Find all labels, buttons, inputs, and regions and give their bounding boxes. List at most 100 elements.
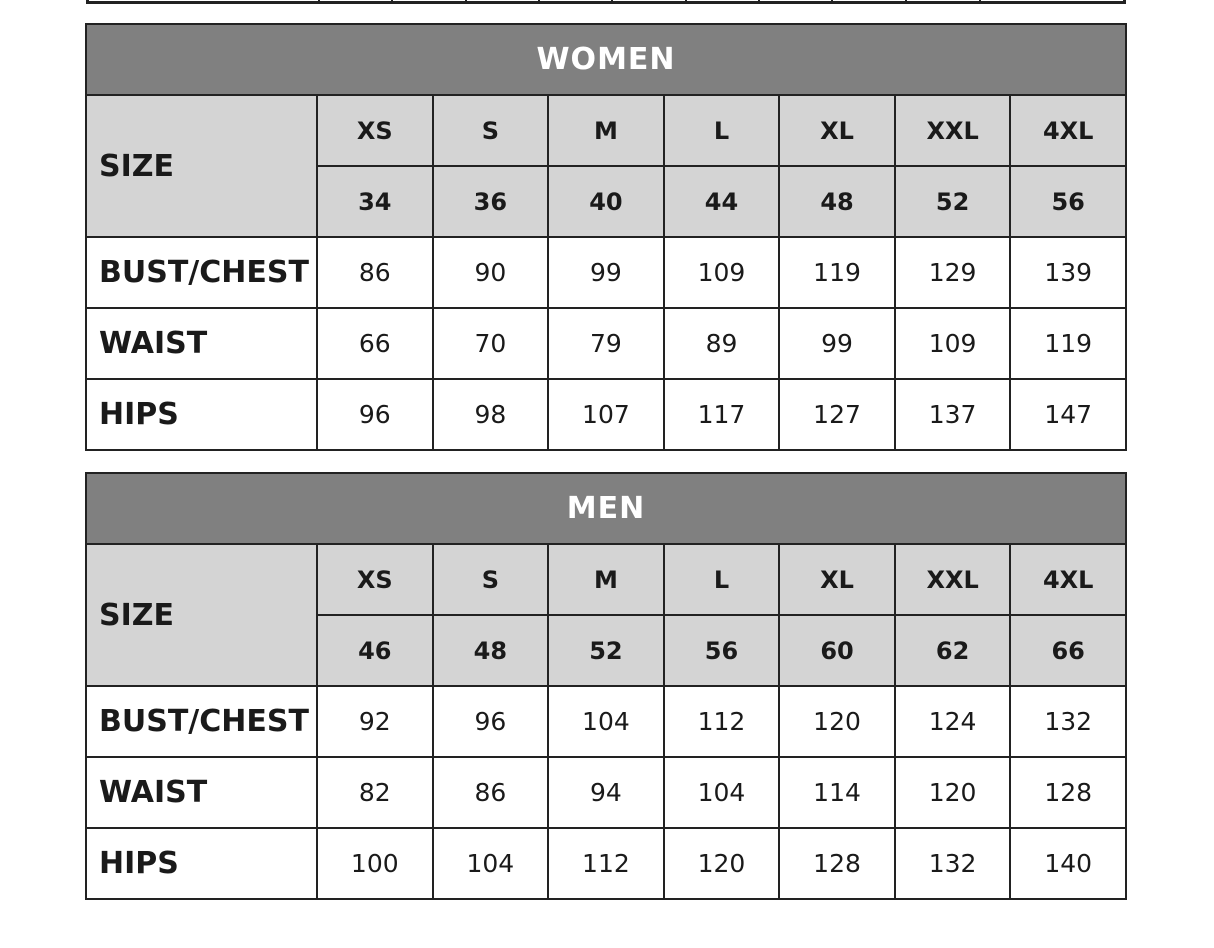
- size-header: XL: [778, 94, 896, 167]
- eu-size-header: 44: [662, 165, 781, 238]
- partial-cell: [981, 0, 1123, 1]
- size-header: XXL: [893, 94, 1012, 167]
- measurement-value: 120: [778, 685, 896, 758]
- partial-cell: [687, 0, 760, 1]
- measurement-value: 104: [431, 827, 550, 900]
- table-row: WAIST 66 70 79 89 99 109 119: [85, 307, 1127, 380]
- size-header: S: [431, 543, 550, 616]
- measurement-value: 70: [431, 307, 550, 380]
- measurement-value: 104: [662, 756, 781, 829]
- eu-size-header: 34: [316, 165, 434, 238]
- measurement-value: 120: [662, 827, 781, 900]
- measurement-value: 89: [662, 307, 781, 380]
- partial-cell: [613, 0, 687, 1]
- measurement-value: 96: [431, 685, 550, 758]
- size-header: M: [547, 543, 665, 616]
- table-title: MEN: [85, 472, 1127, 545]
- partial-table-above: [86, 0, 1126, 4]
- measurement-value: 137: [893, 378, 1012, 451]
- eu-size-header: 56: [662, 614, 781, 687]
- partial-cell: [393, 0, 467, 1]
- eu-size-header: 48: [431, 614, 550, 687]
- partial-cell: [320, 0, 393, 1]
- table-row: WAIST 82 86 94 104 114 120 128: [85, 756, 1127, 829]
- measurement-value: 107: [547, 378, 665, 451]
- measurement-value: 132: [893, 827, 1012, 900]
- partial-cell: [89, 0, 320, 1]
- partial-cell: [907, 0, 981, 1]
- measurement-label: HIPS: [85, 378, 318, 451]
- measurement-value: 132: [1009, 685, 1127, 758]
- measurement-value: 147: [1009, 378, 1127, 451]
- measurement-value: 90: [431, 236, 550, 309]
- size-header: S: [431, 94, 550, 167]
- measurement-value: 92: [316, 685, 434, 758]
- measurement-value: 112: [547, 827, 665, 900]
- measurement-value: 128: [1009, 756, 1127, 829]
- measurement-value: 140: [1009, 827, 1127, 900]
- eu-size-header: 60: [778, 614, 896, 687]
- size-label: SIZE: [85, 543, 318, 687]
- measurement-label: BUST/CHEST: [85, 685, 318, 758]
- size-chart-women: WOMEN SIZE XS S M L XL XXL 4XL 34 36 40 44 48 52 56 B…: [85, 23, 1127, 451]
- measurement-label: WAIST: [85, 756, 318, 829]
- size-header: XXL: [893, 543, 1012, 616]
- measurement-value: 86: [431, 756, 550, 829]
- measurement-value: 79: [547, 307, 665, 380]
- size-header: L: [662, 543, 781, 616]
- size-label: SIZE: [85, 94, 318, 238]
- eu-size-header: 52: [547, 614, 665, 687]
- size-header: 4XL: [1009, 94, 1127, 167]
- measurement-value: 128: [778, 827, 896, 900]
- eu-size-header: 36: [431, 165, 550, 238]
- table-row: BUST/CHEST 92 96 104 112 120 124 132: [85, 685, 1127, 758]
- table-row: HIPS 96 98 107 117 127 137 147: [85, 378, 1127, 451]
- measurement-value: 117: [662, 378, 781, 451]
- eu-size-header: 62: [893, 614, 1012, 687]
- measurement-value: 94: [547, 756, 665, 829]
- measurement-value: 109: [662, 236, 781, 309]
- eu-size-header: 48: [778, 165, 896, 238]
- eu-size-header: 40: [547, 165, 665, 238]
- eu-size-header: 46: [316, 614, 434, 687]
- measurement-value: 119: [1009, 307, 1127, 380]
- table-title: WOMEN: [85, 23, 1127, 96]
- measurement-value: 66: [316, 307, 434, 380]
- size-header: XL: [778, 543, 896, 616]
- measurement-value: 109: [893, 307, 1012, 380]
- size-header: 4XL: [1009, 543, 1127, 616]
- size-header: M: [547, 94, 665, 167]
- measurement-value: 86: [316, 236, 434, 309]
- size-header: XS: [316, 543, 434, 616]
- measurement-label: HIPS: [85, 827, 318, 900]
- measurement-value: 114: [778, 756, 896, 829]
- measurement-value: 99: [778, 307, 896, 380]
- measurement-value: 100: [316, 827, 434, 900]
- partial-cell: [467, 0, 540, 1]
- measurement-label: WAIST: [85, 307, 318, 380]
- measurement-value: 82: [316, 756, 434, 829]
- eu-size-header: 52: [893, 165, 1012, 238]
- measurement-value: 119: [778, 236, 896, 309]
- partial-cell: [540, 0, 613, 1]
- table-row: BUST/CHEST 86 90 99 109 119 129 139: [85, 236, 1127, 309]
- measurement-value: 112: [662, 685, 781, 758]
- eu-size-header: 56: [1009, 165, 1127, 238]
- measurement-value: 104: [547, 685, 665, 758]
- size-header: XS: [316, 94, 434, 167]
- measurement-value: 96: [316, 378, 434, 451]
- measurement-value: 139: [1009, 236, 1127, 309]
- measurement-value: 124: [893, 685, 1012, 758]
- eu-size-header: 66: [1009, 614, 1127, 687]
- partial-cell: [760, 0, 833, 1]
- measurement-value: 120: [893, 756, 1012, 829]
- measurement-value: 127: [778, 378, 896, 451]
- size-chart-men: MEN SIZE XS S M L XL XXL 4XL 46 48 52 56 60 62 66 BUS…: [85, 472, 1127, 900]
- size-header: L: [662, 94, 781, 167]
- measurement-value: 98: [431, 378, 550, 451]
- partial-cell: [833, 0, 907, 1]
- table-row: HIPS 100 104 112 120 128 132 140: [85, 827, 1127, 900]
- measurement-value: 129: [893, 236, 1012, 309]
- measurement-value: 99: [547, 236, 665, 309]
- measurement-label: BUST/CHEST: [85, 236, 318, 309]
